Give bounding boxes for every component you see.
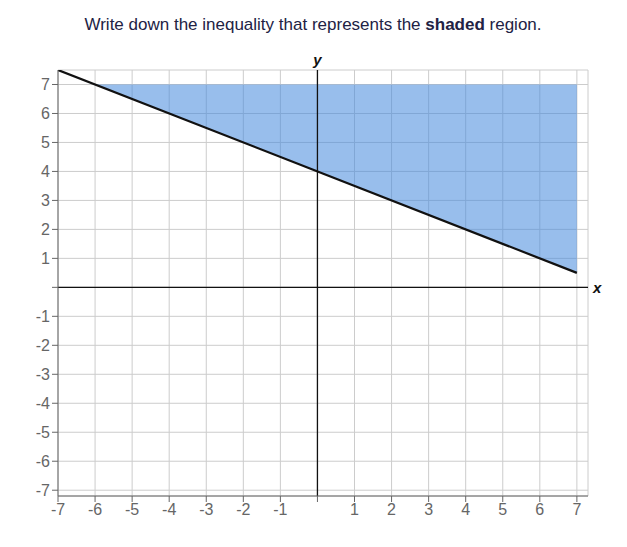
svg-text:-5: -5 bbox=[125, 501, 139, 518]
svg-text:-6: -6 bbox=[36, 453, 50, 470]
svg-text:-2: -2 bbox=[236, 501, 250, 518]
svg-text:x: x bbox=[592, 279, 602, 296]
svg-text:5: 5 bbox=[41, 134, 50, 151]
svg-text:7: 7 bbox=[572, 501, 581, 518]
svg-text:-2: -2 bbox=[36, 337, 50, 354]
svg-text:y: y bbox=[312, 51, 322, 68]
svg-text:-7: -7 bbox=[51, 501, 65, 518]
svg-text:-5: -5 bbox=[36, 424, 50, 441]
svg-text:2: 2 bbox=[387, 501, 396, 518]
svg-text:-3: -3 bbox=[36, 366, 50, 383]
svg-text:-1: -1 bbox=[36, 308, 50, 325]
svg-text:-6: -6 bbox=[88, 501, 102, 518]
svg-text:6: 6 bbox=[535, 501, 544, 518]
svg-text:3: 3 bbox=[41, 192, 50, 209]
svg-text:1: 1 bbox=[41, 250, 50, 267]
svg-text:3: 3 bbox=[424, 501, 433, 518]
svg-text:-4: -4 bbox=[36, 395, 50, 412]
svg-text:6: 6 bbox=[41, 105, 50, 122]
svg-text:-1: -1 bbox=[273, 501, 287, 518]
svg-text:-7: -7 bbox=[36, 482, 50, 499]
svg-text:1: 1 bbox=[350, 501, 359, 518]
svg-text:2: 2 bbox=[41, 221, 50, 238]
svg-text:7: 7 bbox=[41, 76, 50, 93]
svg-text:5: 5 bbox=[498, 501, 507, 518]
svg-text:-4: -4 bbox=[162, 501, 176, 518]
svg-text:4: 4 bbox=[461, 501, 470, 518]
svg-text:-3: -3 bbox=[199, 501, 213, 518]
html-text:Write down the inequality that: Write down the inequality that represent… bbox=[84, 15, 542, 34]
svg-text:4: 4 bbox=[41, 163, 50, 180]
